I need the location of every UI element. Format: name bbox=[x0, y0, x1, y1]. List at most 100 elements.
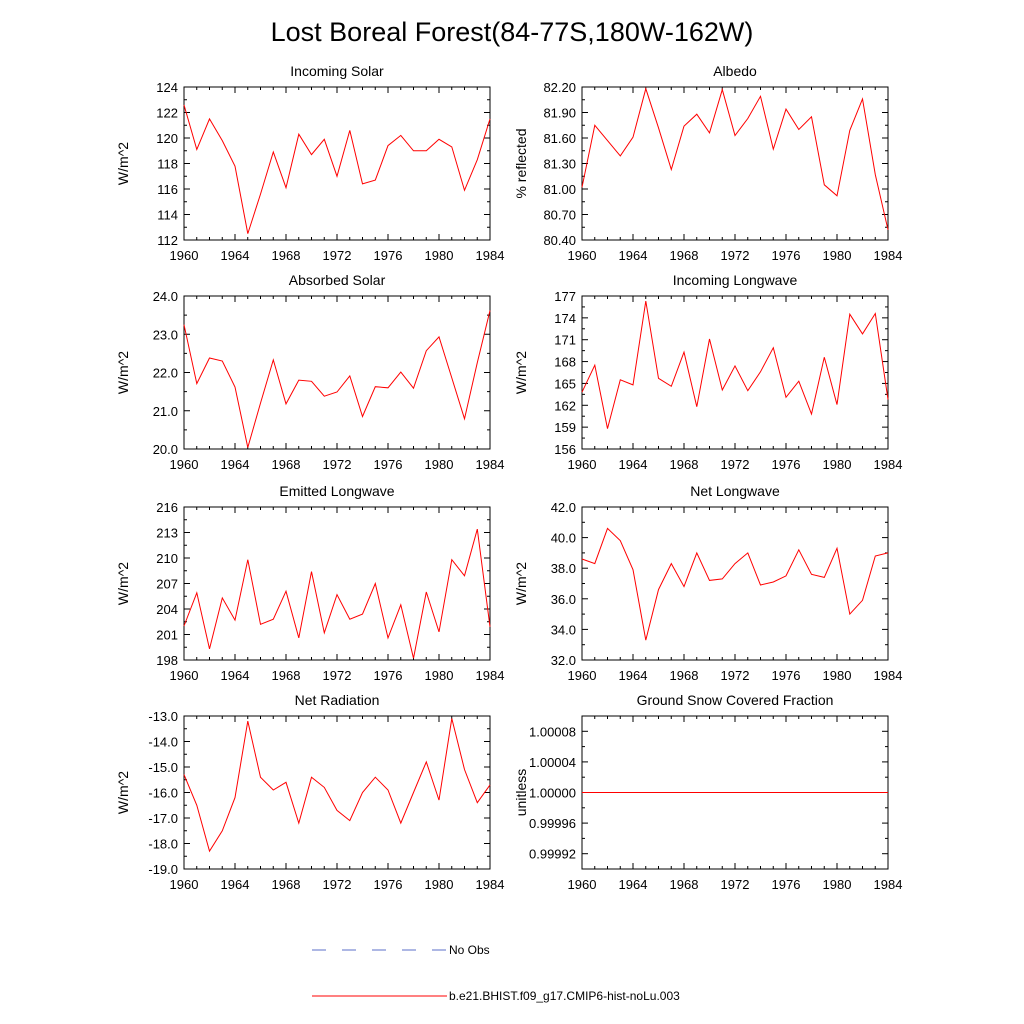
x-tick-label: 1960 bbox=[170, 877, 199, 892]
y-tick-label: 1.00000 bbox=[529, 786, 576, 801]
y-tick-label: -19.0 bbox=[148, 862, 178, 877]
y-tick-label: 207 bbox=[156, 577, 178, 592]
y-tick-label: 22.0 bbox=[153, 366, 178, 381]
y-tick-label: 159 bbox=[554, 420, 576, 435]
plot-frame bbox=[581, 86, 889, 241]
y-axis-label: W/m^2 bbox=[115, 351, 131, 394]
y-axis-label: W/m^2 bbox=[513, 351, 529, 394]
x-tick-label: 1964 bbox=[221, 248, 250, 263]
y-tick-label: 174 bbox=[554, 311, 576, 326]
x-tick-label: 1972 bbox=[323, 457, 352, 472]
y-tick-label: 162 bbox=[554, 398, 576, 413]
x-tick-label: 1964 bbox=[619, 248, 648, 263]
y-tick-label: 40.0 bbox=[551, 531, 576, 546]
y-axis-label: W/m^2 bbox=[115, 142, 131, 185]
y-axis-label: unitless bbox=[513, 769, 529, 816]
panel-5: 1960 1964 1968 1972 1976 1980 1984 32.0 34.0 36.0… bbox=[513, 483, 902, 683]
x-tick-label: 1972 bbox=[721, 248, 750, 263]
y-tick-label: 216 bbox=[156, 500, 178, 515]
x-tick-label: 1972 bbox=[323, 668, 352, 683]
y-tick-label: 81.60 bbox=[543, 131, 576, 146]
y-tick-label: 112 bbox=[157, 233, 178, 248]
x-tick-label: 1972 bbox=[721, 877, 750, 892]
x-tick-label: 1968 bbox=[670, 668, 699, 683]
panel-7: 1960 1964 1968 1972 1976 1980 1984 0.99992 0.999… bbox=[513, 692, 902, 892]
plot-frame bbox=[183, 506, 491, 661]
y-axis-label: W/m^2 bbox=[115, 562, 131, 605]
series-line bbox=[581, 301, 889, 429]
x-tick-label: 1968 bbox=[272, 457, 301, 472]
plot-frame bbox=[183, 715, 491, 870]
x-tick-label: 1976 bbox=[374, 457, 403, 472]
panel-title: Net Longwave bbox=[690, 483, 780, 499]
y-tick-label: 0.99996 bbox=[529, 816, 576, 831]
y-tick-label: 21.0 bbox=[153, 404, 178, 419]
panel-title: Incoming Solar bbox=[290, 63, 384, 79]
x-tick-label: 1964 bbox=[619, 668, 648, 683]
x-tick-label: 1960 bbox=[568, 877, 597, 892]
x-tick-label: 1960 bbox=[568, 248, 597, 263]
x-tick-label: 1960 bbox=[170, 248, 199, 263]
panel-3: 1960 1964 1968 1972 1976 1980 1984 156 159 162 165… bbox=[513, 272, 902, 472]
x-tick-label: 1976 bbox=[772, 877, 801, 892]
x-tick-label: 1960 bbox=[568, 668, 597, 683]
x-tick-label: 1984 bbox=[874, 457, 903, 472]
x-tick-label: 1976 bbox=[772, 248, 801, 263]
y-tick-label: 1.00004 bbox=[529, 755, 576, 770]
panel-title: Emitted Longwave bbox=[279, 483, 394, 499]
x-tick-label: 1980 bbox=[425, 457, 454, 472]
y-tick-label: 120 bbox=[156, 131, 178, 146]
y-tick-label: 165 bbox=[554, 376, 576, 391]
x-tick-label: 1968 bbox=[272, 668, 301, 683]
y-tick-label: -13.0 bbox=[148, 709, 178, 724]
x-tick-label: 1980 bbox=[823, 668, 852, 683]
x-tick-label: 1984 bbox=[476, 457, 505, 472]
y-tick-label: 80.40 bbox=[543, 233, 576, 248]
y-tick-label: -18.0 bbox=[148, 837, 178, 852]
x-tick-label: 1980 bbox=[823, 248, 852, 263]
plot-frame bbox=[183, 295, 491, 450]
x-tick-label: 1984 bbox=[874, 668, 903, 683]
panel-title: Albedo bbox=[713, 63, 757, 79]
x-tick-label: 1980 bbox=[425, 668, 454, 683]
y-axis-label: W/m^2 bbox=[513, 562, 529, 605]
x-tick-label: 1972 bbox=[721, 457, 750, 472]
series-line bbox=[183, 718, 491, 853]
y-tick-label: 118 bbox=[157, 157, 178, 172]
y-tick-label: -14.0 bbox=[148, 735, 178, 750]
panel-1: 1960 1964 1968 1972 1976 1980 1984 80.40 80.70 81… bbox=[513, 63, 902, 263]
panel-title: Ground Snow Covered Fraction bbox=[637, 692, 834, 708]
y-tick-label: 198 bbox=[156, 653, 178, 668]
y-tick-label: 210 bbox=[156, 551, 178, 566]
y-tick-label: 122 bbox=[156, 106, 178, 121]
x-tick-label: 1968 bbox=[670, 457, 699, 472]
y-tick-label: 124 bbox=[156, 80, 178, 95]
y-tick-label: -16.0 bbox=[148, 786, 178, 801]
y-tick-label: 82.20 bbox=[543, 80, 576, 95]
x-tick-label: 1972 bbox=[323, 877, 352, 892]
legend: No Obs b.e21.BHIST.f09_g17.CMIP6-hist-noL… bbox=[312, 943, 680, 1003]
y-tick-label: -17.0 bbox=[148, 811, 178, 826]
y-tick-label: 1.00008 bbox=[529, 724, 576, 739]
x-tick-label: 1968 bbox=[670, 248, 699, 263]
y-tick-label: 42.0 bbox=[551, 500, 576, 515]
panel-0: 1960 1964 1968 1972 1976 1980 1984 112 114 116 118… bbox=[115, 63, 504, 263]
x-tick-label: 1972 bbox=[323, 248, 352, 263]
y-tick-label: 116 bbox=[157, 182, 178, 197]
x-tick-label: 1964 bbox=[221, 457, 250, 472]
y-tick-label: 32.0 bbox=[551, 653, 576, 668]
x-tick-label: 1960 bbox=[170, 457, 199, 472]
series-line bbox=[581, 527, 889, 641]
x-tick-label: 1984 bbox=[476, 877, 505, 892]
x-tick-label: 1980 bbox=[823, 457, 852, 472]
plot-frame bbox=[581, 506, 889, 661]
legend-label: b.e21.BHIST.f09_g17.CMIP6-hist-noLu.003 bbox=[449, 989, 680, 1003]
figure-title: Lost Boreal Forest(84-77S,180W-162W) bbox=[271, 17, 754, 47]
y-tick-label: 20.0 bbox=[153, 442, 178, 457]
y-tick-label: 156 bbox=[554, 442, 576, 457]
x-tick-label: 1964 bbox=[221, 668, 250, 683]
panel-4: 1960 1964 1968 1972 1976 1980 1984 198 201 204 207… bbox=[115, 483, 504, 683]
x-tick-label: 1984 bbox=[476, 248, 505, 263]
panel-2: 1960 1964 1968 1972 1976 1980 1984 20.0 21.0 22.0… bbox=[115, 272, 504, 472]
y-tick-label: 168 bbox=[554, 355, 576, 370]
